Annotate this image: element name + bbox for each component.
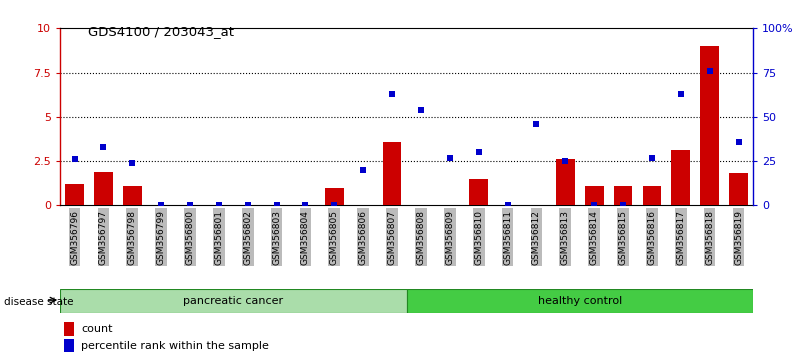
- Bar: [556, 159, 574, 205]
- Text: GSM356801: GSM356801: [215, 210, 223, 265]
- Point: [674, 91, 687, 97]
- Text: GSM356814: GSM356814: [590, 210, 598, 265]
- Text: GSM356810: GSM356810: [474, 210, 483, 265]
- Bar: [700, 46, 719, 205]
- Text: GSM356802: GSM356802: [244, 210, 252, 265]
- Bar: [642, 186, 662, 205]
- Text: GSM356800: GSM356800: [186, 210, 195, 265]
- Point: [183, 202, 196, 208]
- Bar: [671, 150, 690, 205]
- Text: GSM356798: GSM356798: [127, 210, 137, 265]
- Text: GDS4100 / 203043_at: GDS4100 / 203043_at: [88, 25, 234, 38]
- Text: GSM356804: GSM356804: [301, 210, 310, 265]
- Text: GSM356796: GSM356796: [70, 210, 79, 265]
- Text: GSM356816: GSM356816: [647, 210, 656, 265]
- Text: disease state: disease state: [4, 297, 74, 307]
- Bar: [94, 172, 113, 205]
- Text: GSM356817: GSM356817: [676, 210, 686, 265]
- Point: [473, 149, 485, 155]
- Bar: [729, 173, 748, 205]
- Text: pancreatic cancer: pancreatic cancer: [183, 296, 284, 306]
- Point: [356, 167, 369, 173]
- Point: [530, 121, 543, 127]
- Point: [126, 160, 139, 166]
- Point: [68, 156, 81, 162]
- Text: GSM356812: GSM356812: [532, 210, 541, 265]
- Bar: [64, 322, 74, 336]
- Point: [501, 202, 514, 208]
- Text: GSM356807: GSM356807: [388, 210, 396, 265]
- Point: [241, 202, 254, 208]
- Text: GSM356805: GSM356805: [330, 210, 339, 265]
- Text: GSM356813: GSM356813: [561, 210, 570, 265]
- Bar: [469, 179, 488, 205]
- Text: count: count: [81, 324, 112, 334]
- Text: GSM356811: GSM356811: [503, 210, 512, 265]
- Point: [212, 202, 225, 208]
- Bar: [60, 289, 406, 313]
- Text: GSM356797: GSM356797: [99, 210, 108, 265]
- Point: [328, 202, 340, 208]
- Text: GSM356815: GSM356815: [618, 210, 627, 265]
- Point: [97, 144, 110, 150]
- Point: [732, 139, 745, 144]
- Point: [415, 107, 428, 113]
- Text: GSM356799: GSM356799: [157, 210, 166, 265]
- Text: GSM356808: GSM356808: [417, 210, 425, 265]
- Bar: [383, 142, 401, 205]
- Point: [646, 155, 658, 160]
- Bar: [614, 186, 633, 205]
- Text: percentile rank within the sample: percentile rank within the sample: [81, 341, 269, 350]
- Bar: [406, 289, 753, 313]
- Bar: [64, 339, 74, 352]
- Text: GSM356809: GSM356809: [445, 210, 454, 265]
- Point: [444, 155, 457, 160]
- Bar: [123, 186, 142, 205]
- Text: GSM356806: GSM356806: [359, 210, 368, 265]
- Text: healthy control: healthy control: [537, 296, 622, 306]
- Point: [559, 158, 572, 164]
- Point: [299, 202, 312, 208]
- Text: GSM356818: GSM356818: [705, 210, 714, 265]
- Point: [588, 202, 601, 208]
- Point: [155, 202, 167, 208]
- Bar: [65, 184, 84, 205]
- Point: [703, 68, 716, 74]
- Text: GSM356819: GSM356819: [734, 210, 743, 265]
- Text: GSM356803: GSM356803: [272, 210, 281, 265]
- Point: [617, 202, 630, 208]
- Point: [385, 91, 398, 97]
- Point: [270, 202, 283, 208]
- Bar: [325, 188, 344, 205]
- Bar: [585, 186, 603, 205]
